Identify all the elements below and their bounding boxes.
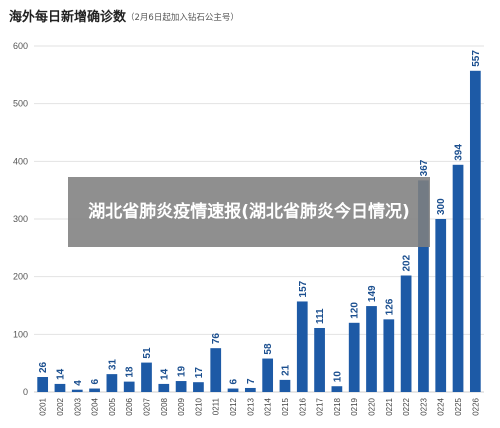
- bar: [435, 219, 447, 392]
- bar: [89, 388, 100, 392]
- bar: [331, 386, 343, 392]
- data-label: 19: [177, 365, 188, 377]
- x-tick-label: 0220: [368, 397, 377, 415]
- y-tick-label: 200: [13, 272, 28, 282]
- bar: [400, 275, 412, 392]
- bar: [244, 387, 256, 392]
- x-tick-label: 0205: [108, 397, 117, 415]
- data-label: 14: [55, 368, 66, 380]
- bar: [279, 379, 291, 392]
- data-label: 31: [107, 359, 118, 371]
- data-label: 300: [436, 198, 447, 215]
- bar: [418, 180, 429, 392]
- x-tick-label: 0216: [298, 397, 307, 415]
- x-tick-label: 0224: [437, 397, 446, 415]
- bar: [469, 70, 481, 393]
- bar: [193, 382, 204, 392]
- data-label: 21: [280, 364, 291, 376]
- data-label: 26: [38, 361, 49, 373]
- bar: [54, 383, 66, 392]
- data-label: 126: [384, 298, 395, 315]
- data-label: 394: [454, 144, 465, 161]
- y-tick-label: 600: [13, 41, 28, 51]
- bar: [314, 327, 325, 392]
- bar: [71, 389, 83, 392]
- data-label: 557: [471, 50, 482, 67]
- bar: [452, 164, 464, 392]
- data-label: 6: [90, 379, 101, 385]
- x-tick-label: 0213: [246, 397, 255, 415]
- data-label: 6: [229, 379, 240, 385]
- y-tick-label: 300: [13, 214, 28, 224]
- data-label: 76: [211, 333, 222, 345]
- x-tick-label: 0225: [454, 397, 463, 415]
- bar: [348, 322, 360, 392]
- x-tick-label: 0210: [194, 397, 203, 415]
- headline-text: 湖北省肺炎疫情速报(湖北省肺炎今日情况): [88, 201, 410, 222]
- headline-overlay: 湖北省肺炎疫情速报(湖北省肺炎今日情况): [68, 177, 430, 247]
- x-tick-label: 0206: [125, 397, 134, 415]
- chart-title: 海外每日新增确诊数: [9, 9, 127, 25]
- data-label: 10: [332, 371, 343, 383]
- y-axis-ticks: 0 100 200 300 400 500 600: [13, 41, 28, 397]
- bar: [383, 319, 395, 392]
- data-label: 17: [194, 367, 205, 379]
- x-tick-label: 0214: [264, 397, 273, 415]
- bar: [106, 374, 118, 392]
- data-label: 367: [419, 159, 430, 176]
- bar: [141, 362, 152, 392]
- y-tick-label: 0: [23, 387, 28, 397]
- x-tick-label: 0218: [333, 397, 342, 415]
- bar: [37, 377, 49, 392]
- bar: [366, 306, 377, 392]
- x-tick-label: 0202: [56, 397, 65, 415]
- y-tick-label: 100: [13, 329, 28, 339]
- x-tick-label: 0209: [177, 397, 186, 415]
- x-tick-label: 0204: [91, 397, 100, 415]
- x-axis-ticks: 0201 0202 0203 0204 0205 0206 0207 0208 0209 0210…: [39, 397, 481, 415]
- y-tick-label: 500: [13, 99, 28, 109]
- y-tick-label: 400: [13, 156, 28, 166]
- data-label: 7: [246, 378, 257, 384]
- bar: [210, 348, 222, 392]
- data-label: 157: [298, 280, 309, 297]
- bars: [37, 70, 481, 393]
- data-label: 4: [73, 380, 84, 386]
- x-tick-label: 0201: [39, 397, 48, 415]
- x-tick-label: 0215: [281, 397, 290, 415]
- bar: [296, 301, 308, 392]
- bar: [227, 388, 239, 392]
- x-tick-label: 0223: [419, 397, 428, 415]
- bar: [158, 383, 170, 392]
- data-label: 202: [402, 254, 413, 271]
- x-tick-label: 0221: [385, 397, 394, 415]
- x-tick-label: 0211: [212, 397, 221, 415]
- x-tick-label: 0207: [143, 397, 152, 415]
- x-tick-label: 0212: [229, 397, 238, 415]
- data-label: 111: [315, 308, 326, 324]
- data-label: 18: [125, 366, 136, 378]
- data-label: 120: [350, 302, 361, 319]
- x-tick-label: 0217: [316, 397, 325, 415]
- data-label: 149: [367, 285, 378, 302]
- chart-subtitle: （2月6日起加入钻石公主号）: [126, 12, 239, 23]
- data-label: 14: [159, 368, 170, 380]
- x-tick-label: 0219: [350, 397, 359, 415]
- bar: [123, 381, 135, 392]
- bar: [262, 358, 274, 392]
- data-label: 51: [142, 347, 153, 359]
- bar: [175, 381, 187, 392]
- data-label: 58: [263, 343, 274, 355]
- x-tick-label: 0208: [160, 397, 169, 415]
- x-tick-label: 0222: [402, 397, 411, 415]
- x-tick-label: 0226: [471, 397, 480, 415]
- x-tick-label: 0203: [73, 397, 82, 415]
